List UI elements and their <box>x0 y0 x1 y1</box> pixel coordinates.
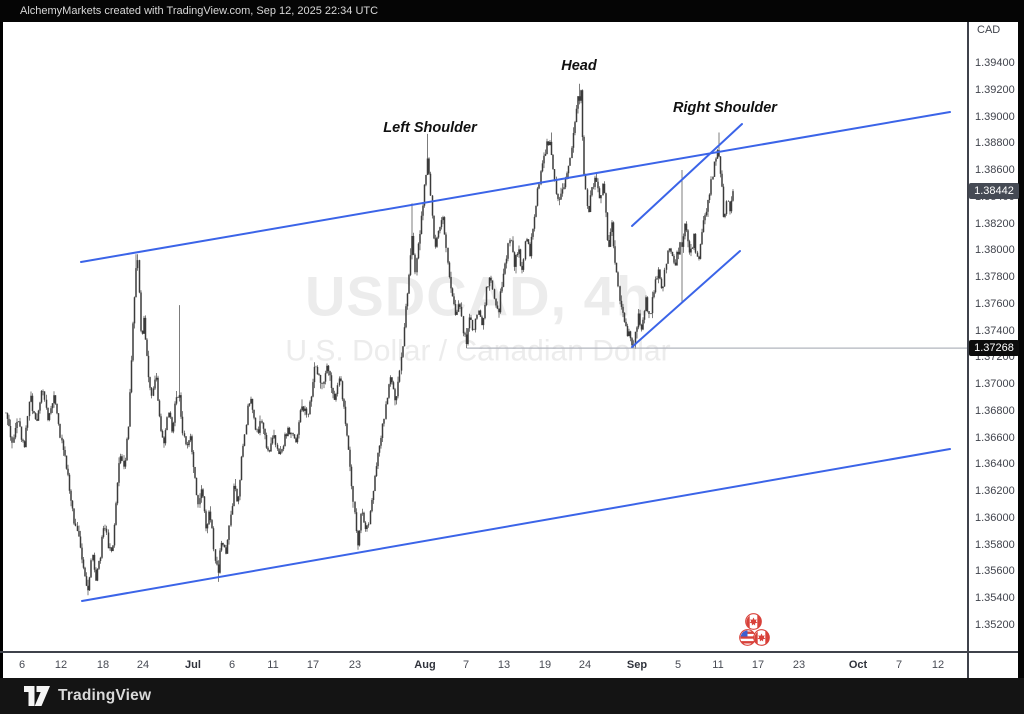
time-tick-label: 24 <box>136 659 150 671</box>
time-tick-label: Sep <box>626 659 648 671</box>
price-tick-label: 1.35800 <box>975 538 1015 551</box>
time-tick-label: 17 <box>306 659 320 671</box>
attribution-text: AlchemyMarkets created with TradingView.… <box>20 5 379 17</box>
time-tick-label: 6 <box>18 659 26 671</box>
price-axis-border <box>967 22 969 678</box>
time-axis-border <box>0 651 1018 653</box>
channel-top[interactable] <box>80 111 951 263</box>
time-tick-label: 24 <box>578 659 592 671</box>
time-tick-label: 19 <box>538 659 552 671</box>
price-tick-label: 1.38200 <box>975 217 1015 230</box>
time-tick-label: 6 <box>228 659 236 671</box>
time-tick-label: 12 <box>54 659 68 671</box>
time-tick-label: 13 <box>497 659 511 671</box>
price-tick-label: 1.37000 <box>975 378 1015 390</box>
price-tick-label: 1.38000 <box>975 244 1015 257</box>
right-shoulder-channel-bottom[interactable] <box>631 250 741 348</box>
right-shoulder-channel-top[interactable] <box>631 123 743 227</box>
attribution-bar: AlchemyMarkets created with TradingView.… <box>0 0 1024 22</box>
chart-panel[interactable] <box>3 22 1018 678</box>
channel-bottom[interactable] <box>81 448 951 602</box>
time-tick-label: 11 <box>267 659 279 671</box>
price-tick-label: 1.37400 <box>975 324 1015 337</box>
price-tick-label: 1.35600 <box>975 565 1015 578</box>
candles <box>5 83 734 596</box>
time-tick-label: 23 <box>348 659 362 671</box>
time-tick-label: 7 <box>462 659 470 671</box>
price-tick-label: 1.36600 <box>975 431 1015 444</box>
neckline-price-badge: 1.37268 <box>969 340 1019 357</box>
last-price-badge: 1.38442 <box>969 183 1019 200</box>
price-tick-label: 1.36000 <box>975 511 1015 524</box>
annotation-left-shoulder[interactable]: Left Shoulder <box>383 120 477 136</box>
price-tick-label: 1.38600 <box>975 164 1015 176</box>
price-tick-label: 1.39000 <box>975 110 1015 123</box>
time-tick-label: Aug <box>414 659 436 671</box>
tradingview-wordmark[interactable]: TradingView <box>58 687 152 704</box>
canada-flag-icon[interactable] <box>745 613 762 630</box>
annotation-right-shoulder[interactable]: Right Shoulder <box>673 100 777 116</box>
price-tick-label: 1.37800 <box>975 271 1015 283</box>
price-tick-label: 1.36200 <box>975 485 1015 497</box>
footer-bar: TradingView <box>0 678 1024 714</box>
price-tick-label: 1.36400 <box>975 458 1015 471</box>
us-flag-icon[interactable] <box>739 629 756 646</box>
time-tick-label: 7 <box>895 659 903 671</box>
price-tick-label: 1.36800 <box>975 404 1015 417</box>
canada-flag-icon[interactable] <box>753 629 770 646</box>
time-tick-label: 11 <box>712 659 724 671</box>
time-tick-label: 12 <box>931 659 945 671</box>
time-tick-label: Oct <box>848 659 868 671</box>
price-tick-label: 1.38800 <box>975 137 1015 150</box>
price-tick-label: 1.39200 <box>975 83 1015 96</box>
time-tick-label: Jul <box>185 659 201 671</box>
tradingview-logo-icon[interactable] <box>24 686 50 706</box>
price-tick-label: 1.37600 <box>975 297 1015 310</box>
currency-label: CAD <box>977 24 1001 36</box>
time-tick-label: 18 <box>96 659 110 671</box>
time-tick-label: 17 <box>751 659 765 671</box>
time-tick-label: 5 <box>674 659 682 671</box>
price-tick-label: 1.39400 <box>975 57 1015 69</box>
time-tick-label: 23 <box>792 659 806 671</box>
price-tick-label: 1.35400 <box>975 592 1015 604</box>
annotation-head[interactable]: Head <box>561 58 597 74</box>
right-frame-strip <box>1018 22 1024 678</box>
price-tick-label: 1.35200 <box>975 618 1015 631</box>
